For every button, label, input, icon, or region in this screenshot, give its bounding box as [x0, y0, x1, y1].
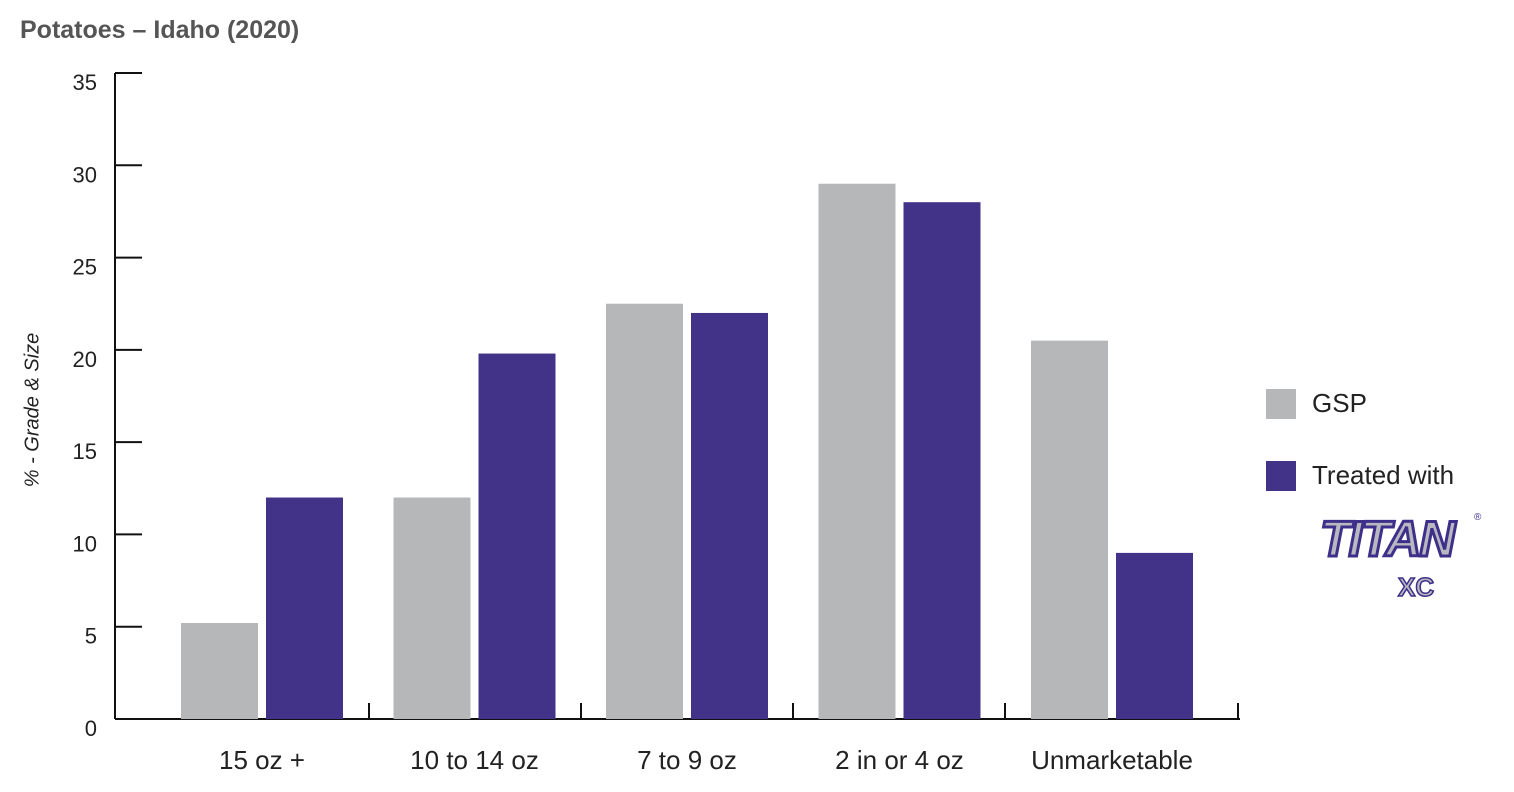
x-category-label: 15 oz + — [219, 745, 305, 775]
x-category-label: Unmarketable — [1031, 745, 1193, 775]
bar-treated — [691, 312, 768, 719]
legend-item-gsp: GSP — [1266, 388, 1367, 419]
y-tick-label: 15 — [73, 439, 97, 464]
bar-gsp — [181, 623, 258, 719]
bar-treated — [478, 353, 556, 719]
legend-label-gsp: GSP — [1312, 388, 1367, 418]
legend-swatch-gsp — [1266, 388, 1296, 419]
titan-xc-logo: TITAN ® XC — [1318, 510, 1485, 610]
y-tick-label: 20 — [73, 347, 97, 372]
y-tick-label: 0 — [85, 716, 97, 741]
bar-gsp — [1031, 340, 1108, 719]
y-tick-label: 35 — [73, 70, 97, 95]
x-category-label: 7 to 9 oz — [637, 745, 737, 775]
chart-title: Potatoes – Idaho (2020) — [20, 16, 300, 44]
logo-registered-mark: ® — [1474, 512, 1482, 523]
legend-swatch-treated — [1266, 460, 1296, 491]
bar-treated — [266, 497, 343, 719]
bar-gsp — [818, 183, 896, 719]
y-tick-label: 5 — [85, 624, 97, 649]
y-tick-label: 25 — [73, 255, 97, 280]
legend-label-treated: Treated with — [1312, 460, 1455, 490]
legend-item-treated: Treated with — [1266, 460, 1454, 491]
bar-treated — [903, 202, 981, 719]
x-category-label: 2 in or 4 oz — [835, 745, 964, 775]
y-tick-label: 30 — [73, 162, 97, 187]
logo-subtext: XC — [1397, 571, 1435, 603]
bar-treated — [1116, 552, 1193, 719]
bar-gsp — [393, 497, 471, 719]
x-category-label: 10 to 14 oz — [410, 745, 539, 775]
y-tick-label: 10 — [73, 531, 97, 556]
logo-wordmark: TITAN — [1318, 510, 1457, 569]
bar-gsp — [606, 303, 683, 719]
